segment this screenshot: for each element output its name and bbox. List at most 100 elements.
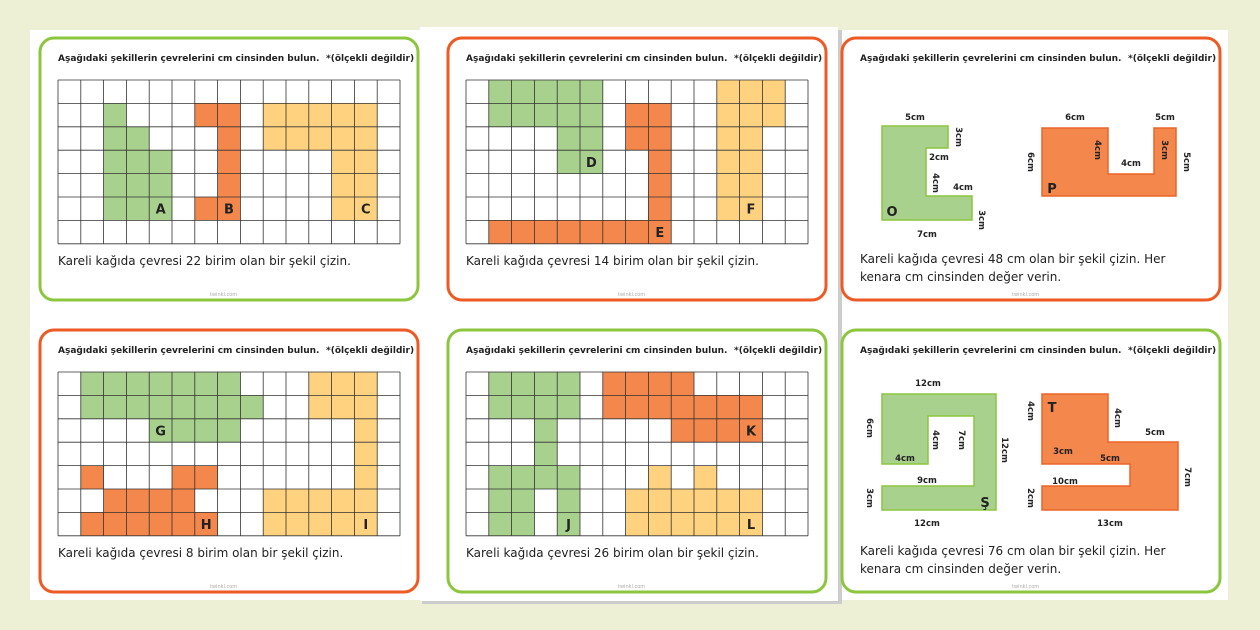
grid-cell [126, 173, 150, 197]
grid-cell [263, 126, 286, 151]
length-label: 7cm [917, 230, 937, 240]
grid-cell [354, 489, 378, 513]
grid-cell [149, 372, 172, 396]
length-label: 5cm [1145, 428, 1165, 438]
grid-cell [80, 465, 104, 489]
length-label: 9cm [917, 476, 937, 486]
grid-cell [331, 395, 355, 419]
length-label: 10cm [1052, 477, 1078, 487]
length-label: 12cm [914, 519, 940, 529]
length-label: 5cm [1181, 152, 1191, 172]
grid-cell [103, 489, 127, 513]
length-label: 6cm [864, 418, 874, 438]
grid-cell [739, 103, 763, 127]
grid-cell [194, 103, 218, 127]
shape-letter: L [747, 518, 755, 533]
grid-cell [557, 512, 580, 536]
grid-cell [488, 80, 512, 104]
length-label: 4cm [953, 183, 973, 193]
watermark: twinkl.com [210, 292, 238, 298]
grid-cell [625, 512, 649, 536]
grid-cell [625, 489, 649, 513]
length-label: 13cm [1097, 519, 1123, 529]
length-label: 5cm [1100, 454, 1120, 464]
grid-cell [194, 395, 218, 419]
grid-cell [488, 220, 512, 244]
length-label: 4cm [1025, 401, 1035, 421]
length-label: 2cm [929, 153, 949, 163]
grid-cell [557, 465, 580, 489]
grid-cell [762, 103, 786, 127]
grid-cell [149, 173, 172, 197]
grid-cell [694, 395, 717, 419]
grid-cell [739, 126, 763, 151]
grid-cell [263, 489, 286, 513]
grid-cell [286, 103, 309, 127]
grid-cell [739, 395, 763, 419]
length-label: 3cm [1053, 447, 1073, 457]
grid-cell [534, 80, 558, 104]
grid-cell [716, 418, 740, 443]
prompt: Kareli kağıda çevresi 22 birim olan bir … [58, 254, 351, 268]
grid-cell [739, 173, 763, 197]
grid-cell [331, 197, 355, 221]
grid-cell [286, 512, 309, 536]
length-label: 4cm [1121, 159, 1141, 169]
grid-cell [762, 80, 786, 104]
length-label: 6cm [1025, 152, 1035, 172]
length-label: 3cm [976, 210, 986, 230]
grid-cell [172, 418, 195, 443]
grid-cell [308, 395, 332, 419]
grid-cell [172, 395, 195, 419]
grid-cell [580, 150, 603, 174]
length-label: 2cm [1025, 488, 1035, 508]
grid-cell [694, 418, 717, 443]
grid-cell [194, 197, 218, 221]
grid-cell [149, 395, 172, 419]
grid-cell [217, 372, 241, 396]
grid-cell [511, 220, 535, 244]
shape-letter: B [224, 203, 234, 218]
grid-cell [217, 103, 241, 127]
watermark: twinkl.com [1012, 292, 1040, 298]
shape-letter: I [363, 518, 368, 533]
grid-cell [126, 512, 150, 536]
grid-cell [557, 220, 580, 244]
shape [1041, 393, 1179, 511]
grid-cell [739, 418, 763, 443]
scale-note: *(ölçekli değildir) [326, 54, 415, 64]
grid-cell [263, 512, 286, 536]
shape-letter: O [886, 205, 897, 220]
grid-cell [671, 418, 694, 443]
length-label: 5cm [1155, 113, 1175, 123]
grid-cell [488, 465, 512, 489]
grid-cell [217, 395, 241, 419]
grid-cell [602, 372, 626, 396]
length-label: 4cm [1092, 140, 1102, 160]
grid-cell [534, 465, 558, 489]
grid-cell [534, 395, 558, 419]
watermark: twinkl.com [618, 292, 646, 298]
grid-cell [331, 150, 355, 174]
watermark: twinkl.com [618, 584, 646, 590]
grid-cell [331, 512, 355, 536]
grid-cell [739, 512, 763, 536]
grid-cell [534, 220, 558, 244]
shape-letter: F [747, 203, 756, 218]
length-label: 7cm [1182, 467, 1192, 487]
grid-cell [80, 512, 104, 536]
grid-cell [511, 103, 535, 127]
grid-cell [739, 197, 763, 221]
grid-cell [126, 372, 150, 396]
prompt: Kareli kağıda çevresi 8 birim olan bir ş… [58, 546, 344, 560]
grid-cell [103, 150, 127, 174]
grid-cell [488, 489, 512, 513]
prompt: Kareli kağıda çevresi 76 cm olan bir şek… [860, 544, 1166, 576]
grid-cell [103, 197, 127, 221]
grid-cell [103, 103, 127, 127]
grid-cell [648, 126, 672, 151]
grid-cell [331, 173, 355, 197]
length-label: 12cm [915, 379, 941, 389]
grid-cell [217, 418, 241, 443]
